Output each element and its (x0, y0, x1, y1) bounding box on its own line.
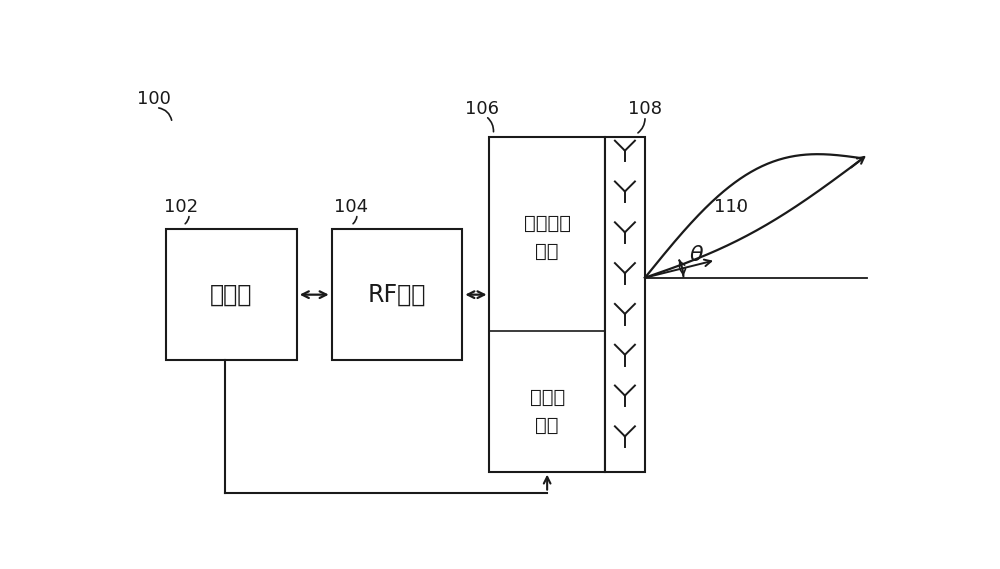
Bar (332, 229, 462, 360)
Text: 106: 106 (465, 100, 499, 118)
Text: 108: 108 (628, 100, 662, 118)
Text: 控制器: 控制器 (210, 283, 253, 307)
Text: 波束形成
电路: 波束形成 电路 (524, 214, 571, 261)
Text: 110: 110 (714, 198, 748, 216)
Text: 波束角
控制: 波束角 控制 (530, 388, 565, 435)
Text: θ: θ (690, 245, 703, 265)
Bar (605, 137, 645, 472)
Text: 102: 102 (164, 198, 199, 216)
Bar (489, 137, 605, 472)
Text: RF前端: RF前端 (368, 283, 426, 307)
Text: 104: 104 (334, 198, 368, 216)
Text: 100: 100 (137, 90, 171, 109)
Bar (166, 229, 297, 360)
